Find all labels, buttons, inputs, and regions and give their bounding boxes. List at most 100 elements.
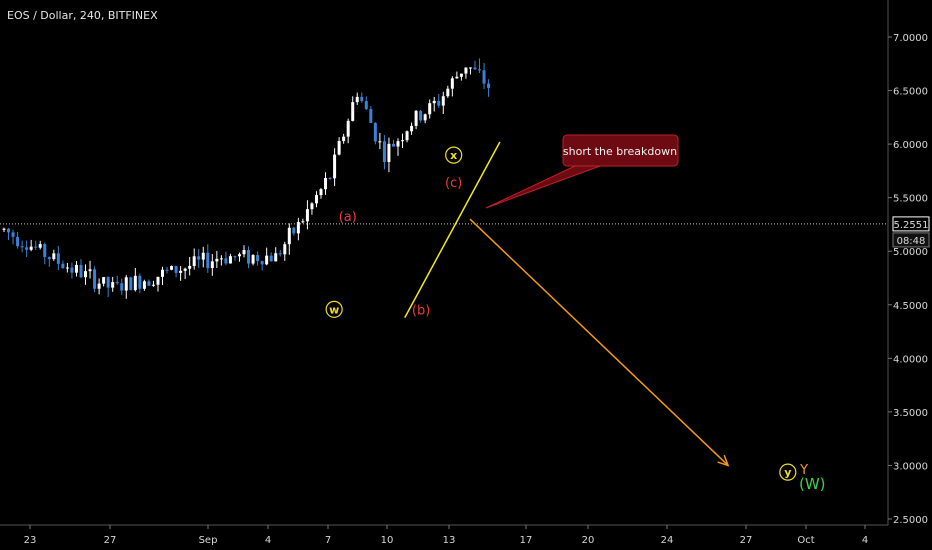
candle-body — [43, 244, 47, 258]
candle-body — [165, 269, 169, 271]
last-price-tag — [892, 216, 930, 232]
candle-body — [414, 110, 418, 126]
projection-arrow-head — [717, 454, 730, 467]
wave-label: (c) — [445, 176, 462, 191]
time-axis[interactable]: 23 27 Sep 4 7 10 13 17 20 24 27 Oct 4 — [0, 524, 888, 546]
candle-body — [396, 141, 400, 147]
candle-body — [201, 252, 205, 260]
candle-body — [382, 141, 386, 163]
candle-body — [170, 266, 174, 270]
candle-body — [401, 140, 405, 142]
wave-label: (b) — [412, 303, 430, 318]
candle-body — [464, 67, 468, 74]
candle-body — [410, 125, 414, 132]
candle-body — [7, 228, 11, 233]
candle-body — [305, 209, 309, 222]
candle-body — [391, 143, 395, 147]
candle-body — [74, 264, 78, 273]
wave-label: w — [329, 303, 339, 316]
price-tick-label: 3.5000 — [893, 408, 928, 419]
symbol-title: EOS / Dollar, 240, BITFINEX — [7, 9, 158, 22]
candle-body — [29, 246, 33, 250]
candle-body — [65, 267, 69, 269]
time-tick-label: 24 — [661, 535, 674, 546]
candle-body — [373, 123, 377, 142]
time-tick-label: 20 — [582, 535, 595, 546]
candle-body — [351, 102, 355, 121]
candle-body — [179, 270, 183, 273]
candle-body — [188, 265, 192, 269]
candle-body — [251, 255, 255, 264]
wave-label: Y — [799, 463, 808, 478]
callout-text: short the breakdown — [563, 145, 677, 158]
candle-body — [319, 189, 323, 196]
candle-body — [387, 143, 391, 163]
candle-body — [296, 222, 300, 234]
callout[interactable]: short the breakdown — [485, 134, 679, 209]
time-tick-label: Oct — [797, 535, 814, 546]
price-tick-label: 6.0000 — [893, 140, 928, 151]
candle-body — [342, 136, 346, 142]
candle-body — [147, 281, 151, 286]
candle-body — [237, 254, 241, 257]
candle-body — [56, 253, 60, 264]
countdown-value: 08:48 — [897, 236, 926, 247]
candle-body — [115, 282, 119, 284]
candle-body — [25, 247, 29, 250]
time-tick-label: 10 — [381, 535, 394, 546]
price-tick-label: 3.0000 — [893, 461, 928, 472]
candle-body — [405, 131, 409, 141]
candle-body — [473, 67, 477, 70]
time-tick-label: 7 — [325, 535, 331, 546]
candles — [2, 58, 491, 299]
candle-body — [88, 269, 92, 272]
candle-body — [487, 83, 491, 89]
price-tick-label: 4.5000 — [893, 301, 928, 312]
candle-body — [197, 256, 201, 260]
candle-body — [129, 277, 133, 291]
time-tick-label: 23 — [24, 535, 37, 546]
wave-label-circle — [779, 463, 797, 481]
time-tick-label: 4 — [265, 535, 271, 546]
time-tick-label: 27 — [740, 535, 753, 546]
wave-label-circle — [445, 146, 463, 164]
wave-labels: (a) (b) (c) w x y Y(W) — [325, 146, 826, 493]
candle-body — [11, 232, 15, 237]
wave-label: x — [450, 149, 457, 162]
candle-body — [106, 277, 110, 288]
candle-body — [156, 276, 160, 285]
candle-body — [111, 282, 115, 288]
candle-body — [432, 100, 436, 104]
candle-body — [455, 76, 459, 79]
candle-body — [360, 96, 364, 102]
countdown-tag — [892, 232, 930, 248]
candle-body — [269, 255, 273, 262]
candle-body — [446, 88, 450, 97]
candle-body — [138, 275, 142, 289]
price-axis[interactable]: 7.0000 6.5000 6.0000 5.5000 5.0000 4.5000 4.00… — [887, 0, 928, 526]
price-tick-label: 2.5000 — [893, 515, 928, 526]
candle-body — [459, 73, 463, 77]
candle-body — [224, 258, 228, 264]
candle-body — [355, 96, 359, 103]
candle-body — [133, 275, 137, 291]
candle-body — [142, 281, 146, 289]
candle-body — [468, 67, 472, 69]
wave-label: y — [784, 466, 791, 479]
candle-body — [47, 257, 51, 260]
candle-body — [287, 227, 291, 245]
candle-body — [369, 109, 373, 124]
candle-body — [124, 277, 128, 291]
time-tick-label: 17 — [520, 535, 533, 546]
time-tick-label: 4 — [862, 535, 868, 546]
price-tags: 5.2551 08:48 — [892, 216, 930, 248]
candle-body — [161, 269, 165, 277]
candle-body — [450, 78, 454, 89]
price-tick-label: 6.5000 — [893, 87, 928, 98]
candle-body — [274, 253, 278, 262]
time-tick-label: 13 — [443, 535, 456, 546]
candle-body — [228, 256, 232, 264]
